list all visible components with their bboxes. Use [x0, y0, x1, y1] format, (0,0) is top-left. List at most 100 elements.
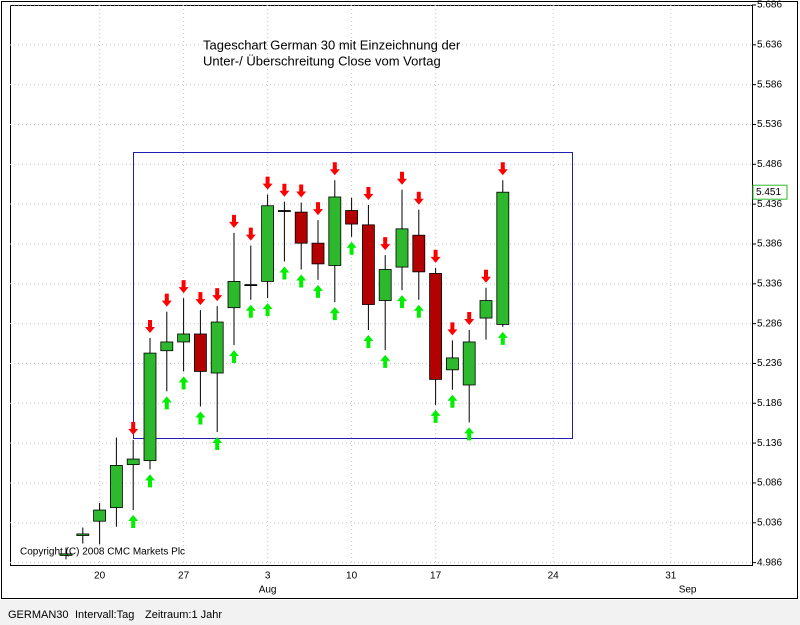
y-tick-label: 5.286	[757, 318, 782, 329]
x-tick-label: 31	[665, 571, 677, 582]
candle-body	[462, 341, 476, 386]
signal-arrow	[195, 292, 206, 306]
signal-arrow	[329, 307, 340, 321]
x-month-label: Sep	[679, 585, 697, 596]
candle-body	[277, 210, 291, 212]
signal-arrow	[313, 202, 323, 216]
signal-arrow	[296, 274, 307, 288]
signal-arrow	[262, 303, 273, 317]
y-tick-label: 5.386	[757, 239, 782, 250]
signal-arrow	[413, 304, 424, 318]
copyright: Copyright (C) 2008 CMC Markets Plc	[20, 547, 185, 558]
candle-body	[143, 352, 157, 462]
status-symbol: GERMAN30	[8, 609, 69, 621]
last-price-label: 5.451	[756, 187, 781, 198]
x-tick-label: 10	[346, 571, 358, 582]
signal-arrow	[447, 394, 458, 408]
signal-arrow	[329, 162, 340, 176]
signal-arrow	[128, 421, 139, 435]
y-tick-label: 5.686	[757, 0, 782, 11]
candle-body	[160, 341, 174, 352]
signal-arrow	[430, 409, 441, 423]
candle-body	[93, 509, 106, 522]
candle-body	[210, 321, 224, 374]
candle-body	[479, 300, 493, 319]
candle-body	[395, 228, 409, 268]
signal-arrow	[262, 176, 273, 190]
candle-body	[59, 553, 73, 556]
signal-arrow	[430, 249, 441, 263]
candle-body	[496, 191, 510, 325]
plot-frame	[10, 5, 753, 566]
chart-title: Unter-/ Überschreitung Close vom Vortag	[203, 53, 441, 68]
signal-arrow	[397, 295, 407, 309]
x-tick-label: 24	[548, 571, 560, 582]
signal-arrow	[313, 284, 323, 298]
signal-arrow	[497, 331, 508, 345]
y-tick-label: 5.086	[757, 478, 782, 489]
signal-arrow	[447, 322, 458, 336]
y-tick-label: 5.486	[757, 159, 782, 170]
x-tick-label: 3	[265, 571, 271, 582]
signal-arrow	[229, 214, 239, 228]
signal-arrow	[145, 474, 155, 488]
y-tick-label: 5.436	[757, 199, 782, 210]
x-tick-label: 17	[430, 571, 442, 582]
highlight-box	[133, 152, 573, 439]
signal-arrow	[380, 237, 391, 251]
candle-body	[412, 234, 426, 273]
signal-arrow	[178, 376, 189, 390]
candle-body	[311, 242, 325, 265]
signal-arrow	[195, 411, 206, 425]
y-tick-label: 5.136	[757, 438, 782, 449]
candle-body	[361, 224, 375, 305]
candle-body	[294, 211, 308, 244]
candle-body	[445, 357, 459, 371]
y-tick-label: 5.336	[757, 278, 782, 289]
x-tick-label: 20	[94, 571, 106, 582]
candle-body	[177, 333, 191, 343]
status-bar	[0, 600, 800, 625]
y-tick-label: 5.036	[757, 517, 782, 528]
signal-arrow	[245, 227, 256, 241]
candles	[59, 162, 510, 560]
y-tick-label: 5.586	[757, 79, 782, 90]
signal-arrow	[161, 396, 172, 410]
candle-body	[193, 333, 207, 372]
candle-body	[429, 273, 443, 380]
y-tick-label: 5.536	[757, 119, 782, 130]
candle-body	[378, 269, 392, 301]
signal-arrow	[279, 266, 290, 280]
candle-body	[328, 196, 342, 266]
y-tick-label: 5.186	[757, 398, 782, 409]
y-tick-label: 5.636	[757, 39, 782, 50]
signal-arrow	[296, 184, 307, 198]
y-tick-label: 4.986	[757, 557, 782, 568]
signal-arrow	[464, 312, 475, 326]
signal-arrow	[161, 293, 172, 307]
signal-arrow	[245, 304, 256, 318]
status-period: Zeitraum:1 Jahr	[145, 609, 222, 621]
candle-body	[76, 533, 90, 536]
status-interval: Intervall:Tag	[75, 609, 134, 621]
x-tick-label: 27	[178, 571, 190, 582]
last-price-box	[752, 184, 788, 200]
signal-arrow	[279, 183, 290, 197]
signal-arrow	[397, 171, 407, 185]
signal-arrow	[145, 319, 155, 333]
signal-arrow	[212, 288, 223, 302]
x-month-label: Aug	[259, 585, 277, 596]
y-tick-label: 5.236	[757, 358, 782, 369]
signal-arrow	[178, 280, 189, 294]
candle-body	[345, 210, 359, 225]
signal-arrow	[464, 427, 475, 441]
signal-arrow	[229, 350, 239, 364]
signal-arrow	[128, 515, 139, 529]
signal-arrow	[363, 186, 374, 200]
outer-frame	[1, 1, 798, 599]
signal-arrow	[363, 335, 374, 349]
signal-arrow	[212, 436, 223, 450]
candle-body	[110, 465, 123, 509]
